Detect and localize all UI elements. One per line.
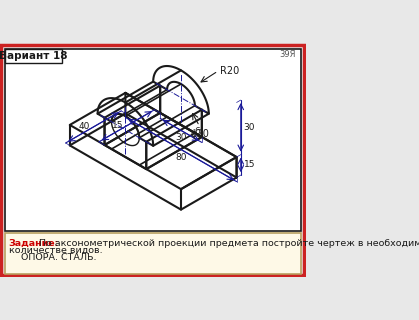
- Text: 40: 40: [78, 123, 90, 132]
- Text: Вариант 18: Вариант 18: [0, 51, 68, 61]
- Bar: [5, 49, 300, 231]
- Text: 30: 30: [175, 133, 187, 142]
- Text: 15: 15: [244, 160, 255, 169]
- Text: ϕ20: ϕ20: [190, 129, 209, 139]
- Text: R20: R20: [220, 66, 239, 76]
- Text: 15: 15: [112, 121, 124, 130]
- Text: 6: 6: [195, 127, 201, 136]
- Bar: [5, 233, 300, 274]
- Text: 80: 80: [175, 153, 187, 162]
- Text: ОПОРА. СТАЛЬ.: ОПОРА. СТАЛЬ.: [9, 253, 96, 262]
- Text: По аксонометрической проекции предмета постройте чертеж в необходимом: По аксонометрической проекции предмета п…: [36, 239, 419, 248]
- Bar: [5, 49, 62, 63]
- Text: 30: 30: [244, 123, 255, 132]
- Text: 39Я: 39Я: [279, 50, 295, 59]
- Text: Задание:: Задание:: [9, 239, 59, 248]
- Text: количестве видов.: количестве видов.: [9, 246, 102, 255]
